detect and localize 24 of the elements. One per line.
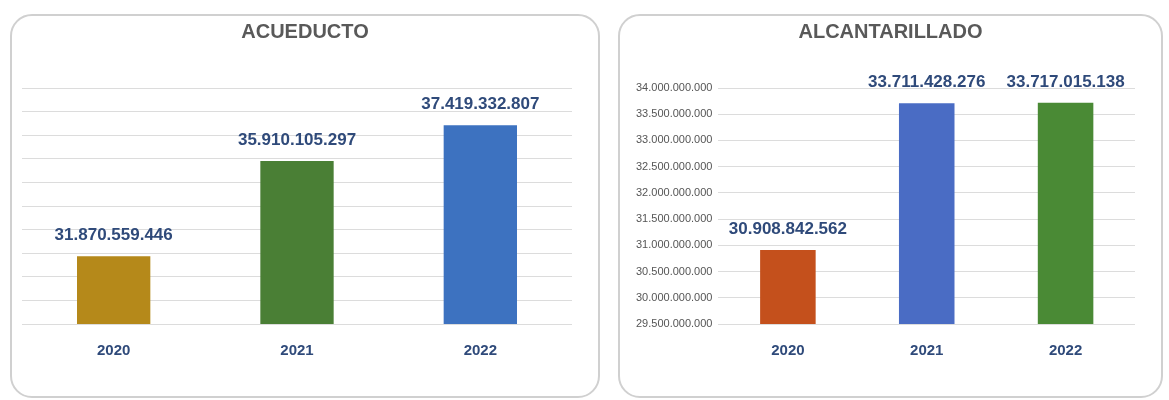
x-tick-label: 2022 bbox=[1048, 341, 1083, 359]
data-label: 30.908.842.562 bbox=[728, 219, 847, 239]
y-tick-label: 34.000.000.000 bbox=[635, 81, 713, 94]
x-tick-label: 2020 bbox=[96, 341, 131, 359]
y-tick-label: 31.000.000.000 bbox=[635, 238, 713, 251]
x-tick-label: 2021 bbox=[910, 341, 944, 359]
x-tick-label: 2022 bbox=[463, 341, 498, 359]
data-label: 31.870.559.446 bbox=[54, 225, 173, 245]
y-tick-label: 30.500.000.000 bbox=[635, 264, 713, 277]
chart-title: ACUEDUCTO bbox=[240, 19, 370, 44]
x-tick-label: 2020 bbox=[771, 341, 805, 359]
data-label: 33.717.015.138 bbox=[1006, 72, 1125, 92]
y-tick-label: 33.500.000.000 bbox=[635, 107, 713, 120]
x-tick-label: 2021 bbox=[280, 341, 314, 359]
y-tick-label: 31.500.000.000 bbox=[635, 212, 713, 225]
data-label: 33.711.428.276 bbox=[868, 72, 986, 92]
y-tick-label: 32.000.000.000 bbox=[635, 185, 713, 198]
y-tick-label: 30.000.000.000 bbox=[635, 290, 713, 303]
y-tick-label: 33.000.000.000 bbox=[635, 133, 713, 146]
y-tick-label: 32.500.000.000 bbox=[635, 159, 713, 172]
data-label: 35.910.105.297 bbox=[237, 130, 357, 150]
chart-title: ALCANTARILLADO bbox=[797, 19, 984, 44]
data-label: 37.419.332.807 bbox=[421, 94, 540, 114]
y-tick-label: 29.500.000.000 bbox=[635, 317, 713, 330]
